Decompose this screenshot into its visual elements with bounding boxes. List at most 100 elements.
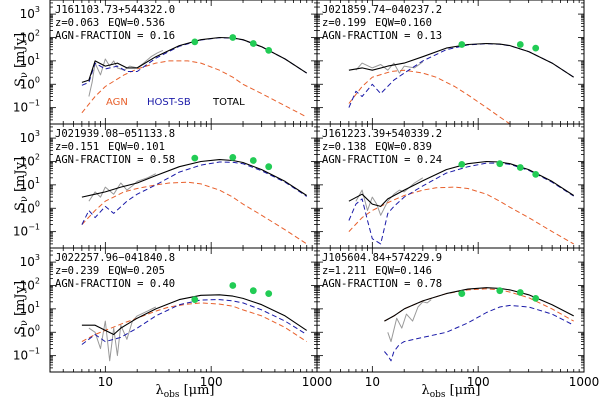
y-tick-label: 102 — [20, 152, 40, 168]
y-tick-exponent: 0 — [35, 75, 40, 84]
photometry-point — [516, 41, 524, 48]
panels: 10310210110010−1J161103.73+544322.0z=0.0… — [13, 0, 599, 389]
y-tick-label: 103 — [20, 5, 40, 21]
total-model-line — [384, 287, 574, 322]
y-tick-exponent: 2 — [35, 152, 40, 161]
ylabel-unit: [mJy] — [13, 157, 28, 192]
y-tick-base: 10 — [20, 278, 35, 292]
source-name: J105604.84+574229.9 — [322, 252, 442, 264]
irs-spectrum-line — [88, 49, 164, 97]
xlabel-sub: obs — [430, 390, 446, 400]
y-tick-base: 10 — [13, 225, 28, 239]
y-tick-base: 10 — [20, 178, 35, 192]
y-tick-base: 10 — [20, 7, 35, 21]
redshift-label: z=0.063 — [55, 17, 99, 29]
ylabel-sub: ν — [19, 320, 30, 326]
redshift-label: z=0.138 — [322, 141, 366, 153]
panel-1: 10310210110010−1J161103.73+544322.0z=0.0… — [13, 0, 318, 125]
redshift-label: z=0.199 — [322, 17, 366, 29]
ylabel-main: S — [13, 78, 28, 87]
photometry-point — [265, 290, 273, 297]
y-tick-exponent: 3 — [35, 253, 40, 262]
y-tick-base: 10 — [20, 201, 35, 215]
y-tick-label: 102 — [20, 28, 40, 44]
source-name: J161223.39+540339.2 — [322, 128, 442, 140]
agn-fraction-label: AGN-FRACTION = 0.13 — [322, 30, 442, 42]
plot-area — [384, 287, 574, 362]
x-tick-label: 10 — [98, 375, 113, 389]
y-tick-label: 10−1 — [13, 347, 40, 363]
host-sb-model-line — [81, 161, 307, 225]
source-name: J021939.08−051133.8 — [55, 128, 175, 140]
y-tick-base: 10 — [20, 154, 35, 168]
agn-model-line — [81, 302, 307, 343]
xlabel-unit: [μm] — [450, 383, 481, 398]
y-tick-base: 10 — [20, 131, 35, 145]
photometry-point — [249, 157, 257, 164]
plot-area — [348, 160, 575, 245]
photometry-point — [249, 287, 257, 295]
photometry-point — [229, 154, 237, 161]
photometry-point — [516, 164, 524, 171]
ylabel-sub: ν — [19, 196, 30, 202]
ylabel-unit: [mJy] — [13, 281, 28, 316]
host-sb-model-line — [348, 43, 574, 108]
photometry-point — [532, 44, 540, 52]
total-model-line — [81, 294, 308, 336]
redshift-label: z=0.239 — [55, 265, 99, 277]
agn-fraction-label: AGN-FRACTION = 0.16 — [55, 30, 175, 42]
eqw-label: EQW=0.146 — [375, 265, 432, 277]
source-name: J021859.74−040237.2 — [322, 4, 442, 16]
host-sb-model-line — [81, 299, 307, 345]
source-name: J022257.96−041840.8 — [55, 252, 175, 264]
redshift-label: z=0.151 — [55, 141, 99, 153]
svg-text:Sν[mJy]: Sν [mJy] — [13, 281, 30, 335]
irs-spectrum-line — [355, 61, 424, 74]
x-axis-title-right: λobs [μm] — [422, 383, 481, 400]
y-tick-exponent: 0 — [35, 199, 40, 208]
photometry-point — [229, 34, 237, 41]
y-tick-exponent: −1 — [28, 347, 40, 356]
photometry-point — [229, 282, 237, 289]
photometry-point — [532, 295, 540, 302]
eqw-label: EQW=0.160 — [375, 17, 432, 29]
y-tick-exponent: 1 — [35, 52, 40, 61]
eqw-label: EQW=0.205 — [108, 265, 165, 277]
eqw-label: EQW=0.101 — [108, 141, 165, 153]
total-model-line — [81, 159, 308, 198]
y-tick-base: 10 — [20, 255, 35, 269]
panel-4: J161223.39+540339.2z=0.138 EQW=0.839AGN-F… — [316, 123, 585, 249]
x-tick-label: 1000 — [302, 375, 333, 389]
photometry-point — [458, 41, 466, 48]
ylabel-unit: [mJy] — [13, 33, 28, 68]
plot-area — [81, 34, 308, 118]
y-tick-label: 100 — [20, 199, 40, 215]
y-tick-exponent: 2 — [35, 28, 40, 37]
agn-fraction-label: AGN-FRACTION = 0.24 — [322, 154, 442, 166]
y-tick-label: 100 — [20, 75, 40, 91]
photometry-point — [191, 296, 199, 303]
svg-text:Sν[mJy]: Sν [mJy] — [13, 157, 30, 211]
y-tick-label: 10−1 — [13, 223, 40, 239]
eqw-label: EQW=0.536 — [108, 17, 165, 29]
irs-spectrum-line — [355, 177, 424, 216]
host-sb-model-line — [348, 162, 574, 245]
ylabel-sub: ν — [19, 72, 30, 78]
y-tick-label: 101 — [20, 300, 40, 316]
agn-fraction-label: AGN-FRACTION = 0.58 — [55, 154, 175, 166]
x-tick-label: 10 — [365, 375, 380, 389]
y-tick-label: 101 — [20, 52, 40, 68]
y-tick-base: 10 — [20, 302, 35, 316]
y-tick-label: 10−1 — [13, 99, 40, 115]
y-tick-exponent: 0 — [35, 323, 40, 332]
svg-text:Sν[mJy]: Sν [mJy] — [13, 33, 30, 87]
xlabel-main: λ — [422, 383, 430, 398]
y-tick-exponent: 1 — [35, 176, 40, 185]
y-tick-label: 103 — [20, 129, 40, 145]
host-sb-model-line — [81, 37, 307, 86]
irs-spectrum-line — [88, 173, 157, 202]
photometry-point — [191, 38, 199, 46]
total-model-line — [348, 42, 575, 78]
x-axis-title-left: λobs [μm] — [156, 383, 215, 400]
